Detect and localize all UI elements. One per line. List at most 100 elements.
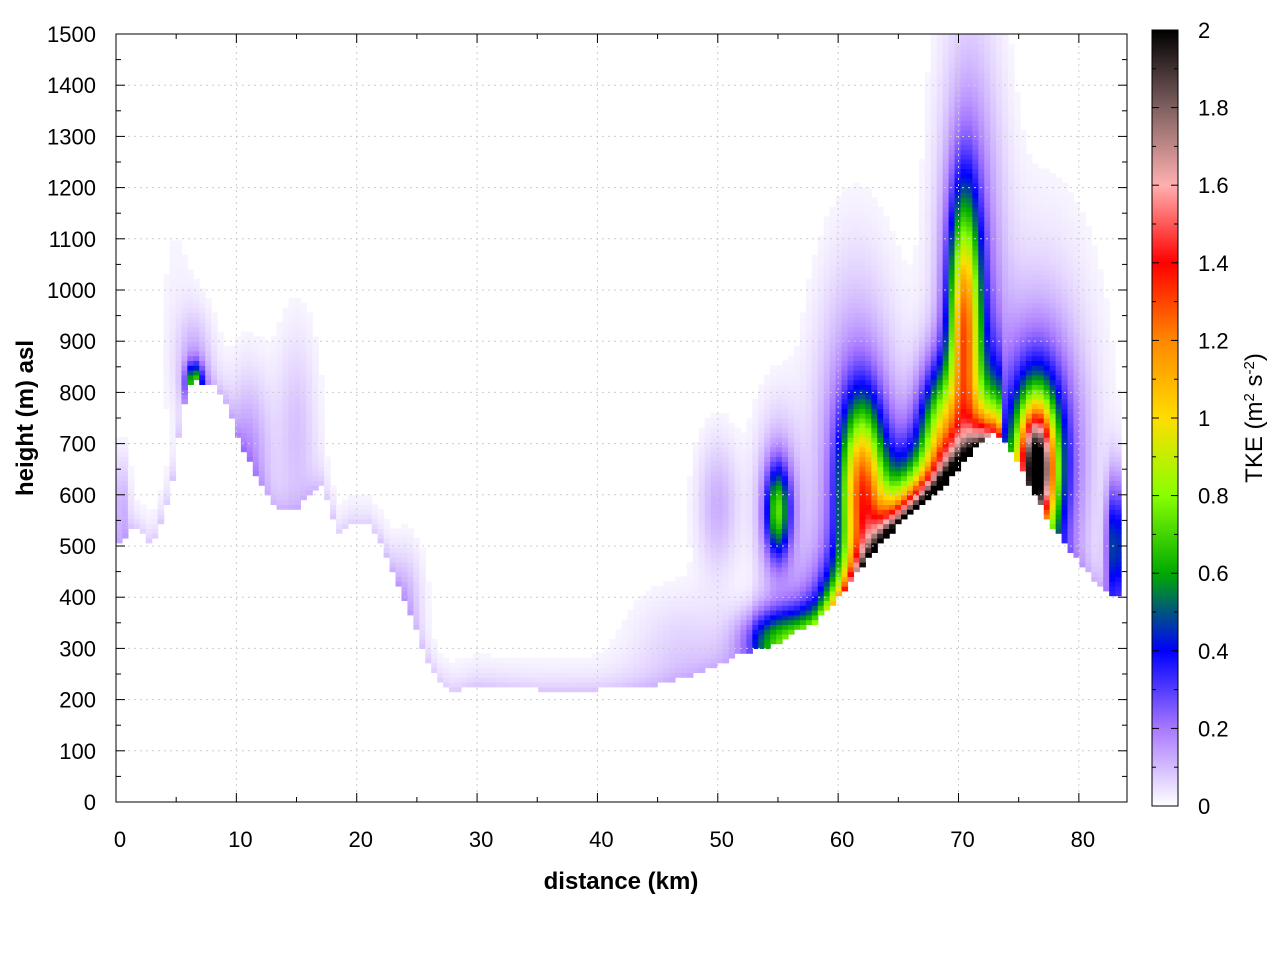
heatmap-cell: [871, 245, 878, 251]
heatmap-cell: [740, 451, 747, 457]
heatmap-cell: [728, 566, 736, 573]
heatmap-cell: [234, 418, 242, 424]
heatmap-cell: [883, 523, 890, 529]
heatmap-cell: [187, 302, 194, 309]
heatmap-cell: [312, 422, 319, 429]
heatmap-cell: [347, 499, 355, 505]
heatmap-cell: [847, 211, 855, 217]
heatmap-cell: [788, 461, 795, 467]
heatmap-cell: [276, 451, 284, 457]
heatmap-cell: [776, 610, 783, 616]
heatmap-cell: [163, 331, 171, 337]
heatmap-cell: [728, 504, 736, 510]
heatmap-cell: [246, 413, 254, 419]
heatmap-cell: [841, 374, 849, 381]
heatmap-cell: [811, 437, 819, 443]
heatmap-cell: [496, 658, 504, 664]
heatmap-cell: [793, 360, 801, 366]
heatmap-cell: [116, 446, 123, 453]
heatmap-cell: [722, 523, 730, 529]
heatmap-cell: [954, 341, 962, 347]
heatmap-cell: [829, 504, 837, 510]
heatmap-cell: [770, 557, 777, 563]
heatmap-cell: [163, 480, 171, 486]
heatmap-cell: [841, 206, 849, 213]
heatmap-cell: [853, 355, 860, 361]
heatmap-cell: [680, 643, 688, 649]
heatmap-cell: [912, 264, 920, 270]
heatmap-cell: [538, 662, 545, 669]
heatmap-cell: [936, 144, 944, 150]
heatmap-cell: [312, 398, 319, 405]
heatmap-cell: [223, 350, 230, 357]
heatmap-cell: [859, 408, 866, 414]
heatmap-cell: [722, 437, 730, 443]
heatmap-cell: [776, 456, 783, 462]
heatmap-cell: [234, 389, 242, 395]
heatmap-cell: [924, 134, 932, 141]
heatmap-cell: [966, 355, 973, 361]
heatmap-cell: [318, 418, 325, 424]
heatmap-cell: [752, 528, 759, 534]
heatmap-cell: [621, 648, 629, 654]
heatmap-cell: [633, 662, 640, 669]
heatmap-cell: [770, 533, 777, 539]
heatmap-cell: [942, 370, 950, 376]
heatmap-cell: [728, 499, 736, 505]
heatmap-cell: [966, 326, 973, 333]
heatmap-cell: [847, 509, 855, 515]
heatmap-cell: [829, 355, 837, 361]
heatmap-cell: [984, 101, 991, 107]
heatmap-cell: [829, 293, 837, 299]
heatmap-cell: [704, 418, 712, 424]
heatmap-cell: [704, 499, 712, 505]
heatmap-cell: [710, 566, 718, 573]
heatmap-cell: [211, 317, 218, 323]
heatmap-cell: [865, 490, 872, 496]
heatmap-cell: [776, 581, 783, 587]
heatmap-cell: [698, 456, 706, 462]
heatmap-cell: [758, 562, 765, 568]
heatmap-cell: [817, 403, 825, 409]
heatmap-cell: [924, 250, 932, 256]
heatmap-cell: [817, 293, 825, 299]
heatmap-cell: [793, 418, 801, 424]
heatmap-cell: [782, 634, 789, 640]
heatmap-cell: [924, 226, 932, 232]
heatmap-cell: [936, 350, 944, 357]
heatmap-cell: [698, 437, 706, 443]
heatmap-cell: [758, 518, 765, 525]
heatmap-cell: [853, 370, 860, 376]
heatmap-cell: [686, 566, 694, 573]
heatmap-cell: [960, 312, 968, 318]
heatmap-cell: [960, 446, 968, 453]
heatmap-cell: [199, 326, 206, 333]
heatmap-cell: [895, 336, 902, 342]
heatmap-cell: [829, 389, 837, 395]
heatmap-cell: [353, 514, 361, 520]
heatmap-cell: [948, 418, 956, 424]
heatmap-cell: [948, 53, 956, 59]
heatmap-cell: [276, 490, 284, 496]
heatmap-cell: [954, 125, 962, 131]
heatmap-cell: [954, 264, 962, 270]
heatmap-cell: [817, 254, 825, 261]
heatmap-cell: [716, 538, 724, 544]
heatmap-cell: [734, 432, 742, 438]
heatmap-cell: [686, 542, 694, 549]
heatmap-cell: [817, 504, 825, 510]
heatmap-cell: [163, 346, 171, 352]
heatmap-cell: [288, 466, 296, 472]
heatmap-cell: [930, 187, 938, 193]
heatmap-cell: [936, 91, 944, 97]
heatmap-cell: [169, 422, 177, 429]
heatmap-cell: [722, 562, 730, 568]
heatmap-cell: [686, 480, 694, 486]
heatmap-cell: [544, 667, 551, 673]
heatmap-cell: [924, 130, 932, 136]
heatmap-cell: [799, 552, 807, 558]
heatmap-cell: [954, 432, 962, 438]
heatmap-cell: [835, 538, 843, 544]
heatmap-cell: [211, 374, 218, 381]
heatmap-cell: [627, 624, 634, 630]
